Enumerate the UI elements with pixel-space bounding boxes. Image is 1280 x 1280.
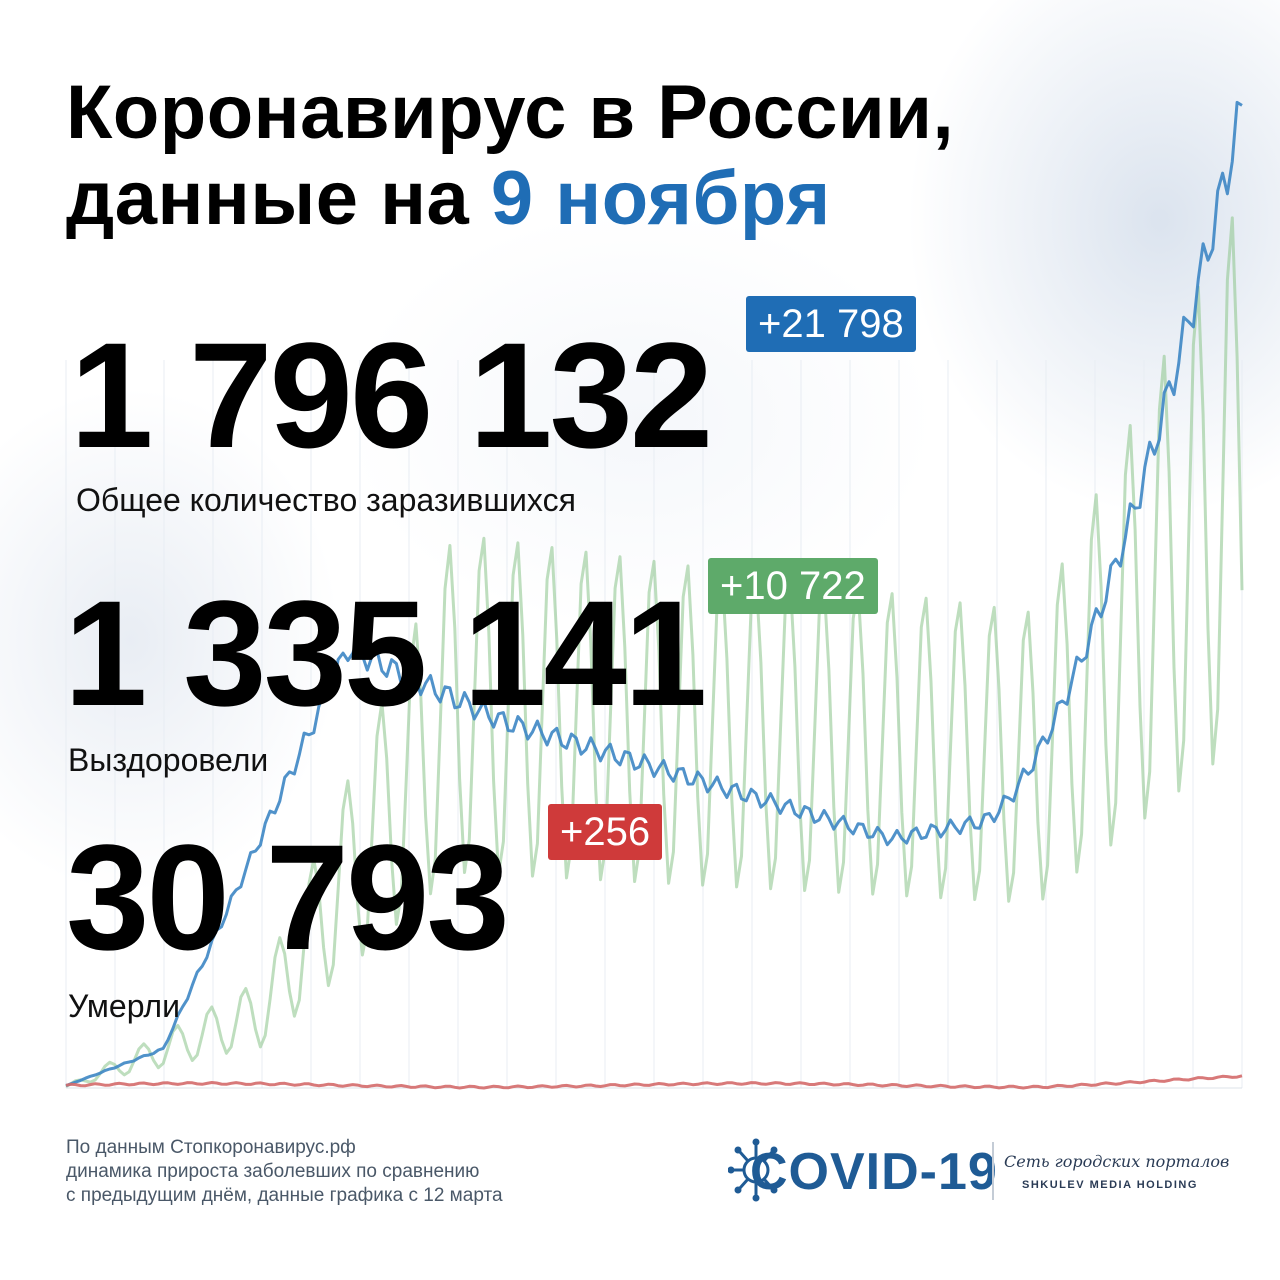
title-line-2: данные на 9 ноября xyxy=(66,156,954,242)
covid-logo-text: COVID-19 xyxy=(750,1143,998,1201)
network-name: Сеть городских порталов xyxy=(1004,1152,1230,1171)
recovered-total: 1 335 141 xyxy=(64,569,707,737)
source-note: По данным Стопкоронавирус.рф динамика пр… xyxy=(66,1136,503,1208)
recovered-label: Выздоровели xyxy=(68,742,269,778)
holding-name: SHKULEV MEDIA HOLDING xyxy=(1022,1179,1198,1191)
virus-icon xyxy=(728,1138,778,1202)
infected-delta-badge: +21 798 xyxy=(746,296,916,352)
chart-series-layer xyxy=(65,100,1244,1090)
title-date: 9 ноября xyxy=(490,156,831,241)
title-line-1: Коронавирус в России, xyxy=(66,70,955,155)
source-line-2: динамика прироста заболевших по сравнени… xyxy=(66,1161,480,1182)
deaths-total: 30 793 xyxy=(66,813,510,981)
logo-divider xyxy=(992,1142,994,1200)
infected-label: Общее количество заразившихся xyxy=(76,482,576,518)
source-line-1: По данным Стопкоронавирус.рф xyxy=(66,1137,356,1158)
series-line-infected-daily xyxy=(65,100,1243,1088)
page-title: Коронавирус в России, данные на 9 ноября xyxy=(66,70,954,242)
deaths-label: Умерли xyxy=(68,988,180,1024)
infected-total: 1 796 132 xyxy=(70,311,713,479)
recovered-delta-badge: +10 722 xyxy=(708,558,878,614)
series-line-recovered-daily xyxy=(65,216,1244,1088)
series-line-deaths-daily xyxy=(65,1074,1243,1090)
title-prefix: данные на xyxy=(66,156,491,241)
deaths-delta-badge: +256 xyxy=(548,804,663,860)
source-line-3: с предыдущим днём, данные графика с 12 м… xyxy=(66,1185,503,1206)
